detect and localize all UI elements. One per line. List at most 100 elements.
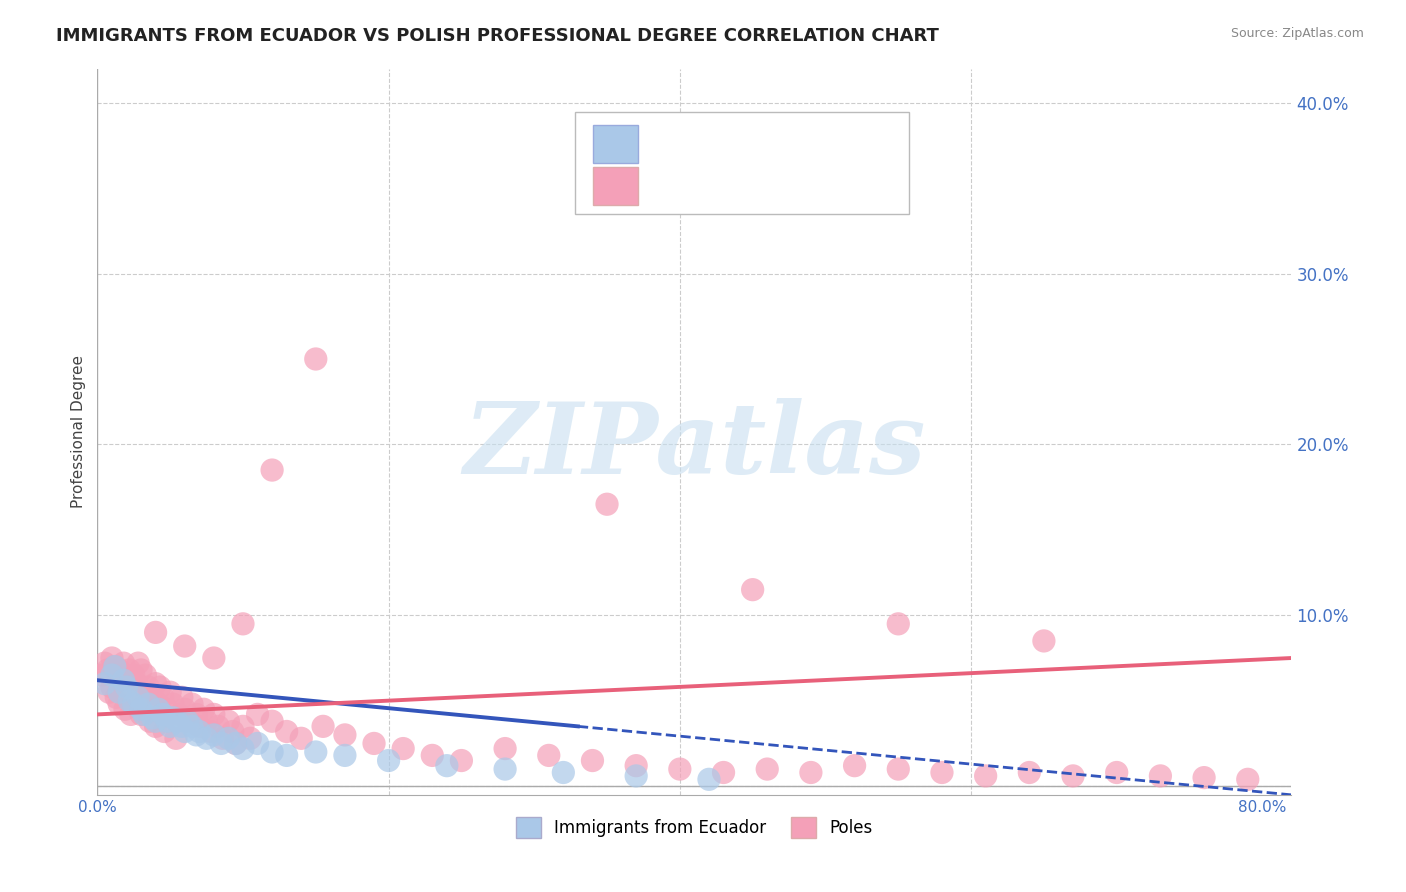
Point (93, 676, 115, 690)
Point (669, 762, 692, 776)
Point (305, 745, 328, 759)
Point (145, 676, 167, 690)
FancyBboxPatch shape (575, 112, 910, 214)
Point (232, 741, 254, 756)
Point (173, 724, 195, 739)
Point (246, 736, 269, 750)
Text: R =: R = (657, 135, 692, 153)
Point (312, 719, 335, 733)
FancyBboxPatch shape (593, 125, 638, 163)
Text: Source: ZipAtlas.com: Source: ZipAtlas.com (1230, 27, 1364, 40)
Point (148, 697, 170, 711)
Point (162, 697, 184, 711)
Point (392, 741, 415, 756)
Point (152, 707, 174, 722)
Point (756, 762, 779, 776)
Point (262, 745, 284, 759)
Point (114, 702, 136, 716)
Point (105, 690, 128, 705)
Point (159, 719, 181, 733)
Point (974, 769, 997, 783)
Point (931, 765, 953, 780)
Text: R =: R = (657, 178, 692, 195)
Point (90, 668, 112, 682)
Point (104, 659, 127, 673)
Point (246, 707, 269, 722)
Text: 94: 94 (825, 178, 846, 195)
Point (800, 765, 823, 780)
Point (1032, 634, 1054, 648)
Point (1105, 765, 1128, 780)
Point (262, 714, 284, 729)
Point (111, 668, 134, 682)
Point (181, 719, 204, 733)
Point (98, 685, 121, 699)
Point (624, 758, 647, 772)
Point (363, 736, 385, 750)
Point (142, 711, 165, 725)
Point (101, 680, 124, 694)
Point (494, 762, 516, 776)
Point (96, 663, 118, 677)
Point (127, 656, 149, 670)
FancyBboxPatch shape (593, 168, 638, 205)
Point (1192, 771, 1215, 785)
Point (741, 582, 763, 597)
Point (276, 724, 298, 739)
Point (305, 351, 328, 366)
Point (202, 651, 225, 665)
Point (145, 625, 167, 640)
Legend: Immigrants from Ecuador, Poles: Immigrants from Ecuador, Poles (509, 811, 880, 845)
Point (207, 719, 229, 733)
Point (200, 724, 222, 739)
Point (176, 714, 198, 729)
Text: -0.192: -0.192 (700, 135, 754, 153)
Point (225, 736, 247, 750)
Point (333, 728, 356, 742)
Point (377, 754, 399, 768)
Point (108, 685, 131, 699)
Point (176, 714, 198, 729)
Point (136, 697, 159, 711)
Point (537, 748, 560, 763)
Point (624, 769, 647, 783)
Point (209, 736, 232, 750)
Text: 0.106: 0.106 (700, 178, 748, 195)
Point (101, 668, 124, 682)
Point (697, 772, 720, 787)
Point (129, 707, 152, 722)
Point (181, 697, 204, 711)
Point (436, 758, 458, 772)
Point (125, 676, 148, 690)
Point (139, 714, 162, 729)
Point (129, 702, 152, 716)
Point (136, 680, 159, 694)
Point (101, 651, 124, 665)
Point (127, 690, 149, 705)
Point (156, 702, 179, 716)
Point (142, 690, 165, 705)
Point (173, 639, 195, 653)
Point (165, 731, 187, 746)
Point (132, 707, 155, 722)
Text: ZIPatlas: ZIPatlas (463, 398, 925, 494)
Point (195, 714, 218, 729)
Point (148, 702, 170, 716)
Point (167, 707, 190, 722)
Point (211, 731, 233, 746)
Point (108, 697, 131, 711)
Point (262, 463, 284, 477)
Point (232, 719, 254, 733)
Point (93, 656, 115, 670)
Point (115, 680, 138, 694)
Point (844, 758, 866, 772)
Point (494, 741, 516, 756)
Point (122, 697, 145, 711)
Point (553, 765, 575, 780)
Point (173, 702, 195, 716)
Point (159, 685, 181, 699)
Point (152, 690, 174, 705)
Point (276, 748, 298, 763)
Point (195, 731, 218, 746)
Point (186, 707, 208, 722)
